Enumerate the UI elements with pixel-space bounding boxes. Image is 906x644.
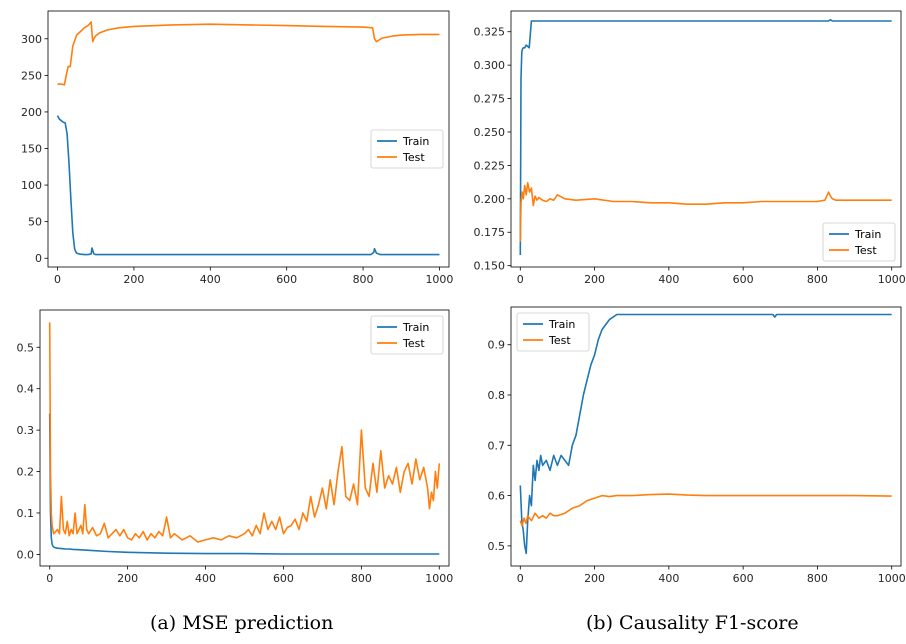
x-tick-label: 800: [351, 572, 372, 585]
series-line-train: [48, 413, 440, 555]
x-tick-label: 1000: [878, 572, 906, 585]
x-tick-label: 200: [123, 273, 144, 286]
x-tick-label: 400: [658, 572, 679, 585]
legend: Train Test: [370, 315, 444, 355]
legend-label-train: Train: [402, 321, 429, 334]
x-tick-label: 200: [584, 572, 605, 585]
caption-b: (b) Causality F1-score: [586, 612, 799, 634]
x-tick-label: 1000: [878, 273, 906, 286]
x-tick-label: 0: [46, 572, 53, 585]
chart-train-test-causality-score: 0 200 400 600 800 1000 0.150 0.175 0.200 0.225 0.2…: [474, 10, 906, 286]
legend: Train Test: [822, 222, 896, 262]
y-tick-label: 0.5: [17, 341, 35, 354]
legend-label-test: Test: [402, 151, 425, 164]
y-tick-label: 0.150: [474, 260, 506, 273]
plot-frame: [510, 10, 902, 268]
y-tick-label: 0.250: [474, 126, 506, 139]
x-tick-label: 600: [733, 572, 754, 585]
legend-label-train: Train: [402, 135, 429, 148]
y-tick-label: 0.4: [17, 383, 35, 396]
series-line-train: [519, 18, 892, 256]
y-tick-label: 150: [21, 143, 42, 156]
x-tick-label: 0: [54, 273, 61, 286]
x-tick-label: 800: [807, 572, 828, 585]
series-line-test: [519, 182, 892, 242]
x-tick-label: 400: [195, 572, 216, 585]
series-line-train: [519, 313, 892, 555]
series-line-test: [57, 21, 440, 86]
legend-box: [370, 315, 444, 355]
legend: Train Test: [370, 129, 444, 169]
y-tick-label: 0.6: [488, 490, 506, 503]
plot-frame: [47, 10, 450, 268]
plot-frame: [510, 306, 902, 567]
y-tick-label: 0.7: [488, 439, 506, 452]
x-tick-label: 400: [658, 273, 679, 286]
x-tick-label: 800: [807, 273, 828, 286]
x-tick-label: 600: [276, 273, 297, 286]
y-tick-label: 0.9: [488, 339, 506, 352]
y-tick-label: 0.325: [474, 26, 506, 39]
legend-box: [516, 312, 590, 352]
plot-frame: [39, 309, 450, 567]
x-tick-label: 0: [517, 273, 524, 286]
legend: Train Test: [516, 312, 590, 352]
y-tick-label: 0.200: [474, 193, 506, 206]
legend-box: [822, 222, 896, 262]
x-tick-label: 400: [200, 273, 221, 286]
y-tick-label: 0.8: [488, 389, 506, 402]
y-tick-label: 200: [21, 106, 42, 119]
y-tick-label: 0.5: [488, 540, 506, 553]
legend-label-test: Test: [402, 337, 425, 350]
y-tick-label: 0.3: [17, 424, 35, 437]
x-tick-label: 200: [584, 273, 605, 286]
legend-label-test: Test: [854, 244, 877, 257]
y-tick-label: 0.275: [474, 93, 506, 106]
x-tick-label: 800: [353, 273, 374, 286]
y-tick-label: 0.225: [474, 159, 506, 172]
y-tick-label: 300: [21, 33, 42, 46]
y-tick-label: 0.175: [474, 226, 506, 239]
y-tick-label: 0.1: [17, 507, 35, 520]
x-tick-label: 1000: [425, 572, 453, 585]
y-tick-label: 0.0: [17, 548, 35, 561]
chart-train-test-mse-loss: 0 200 400 600 800 1000 0 50 100 150 200 250 300 Train…: [21, 10, 453, 286]
x-tick-label: 0: [517, 572, 524, 585]
x-tick-label: 1000: [425, 273, 453, 286]
series-line-test: [48, 322, 441, 543]
x-tick-label: 200: [117, 572, 138, 585]
caption-a: (a) MSE prediction: [150, 612, 334, 634]
y-tick-label: 0.2: [17, 466, 35, 479]
legend-label-test: Test: [548, 334, 571, 347]
chart-train-test-mse-prediction: 0 200 400 600 800 1000 0.0 0.1 0.2 0.3 0.4 0.5 Train…: [17, 309, 453, 585]
legend-label-train: Train: [548, 318, 575, 331]
series-line-train: [56, 115, 440, 256]
x-tick-label: 600: [273, 572, 294, 585]
y-tick-label: 0.300: [474, 59, 506, 72]
y-tick-label: 100: [21, 179, 42, 192]
legend-box: [370, 129, 444, 169]
chart-train-test-f1-score: 0 200 400 600 800 1000 0.5 0.6 0.7 0.8 0.9 Train Tes…: [488, 306, 906, 585]
y-tick-label: 50: [28, 216, 42, 229]
x-tick-label: 600: [733, 273, 754, 286]
y-tick-label: 0: [35, 252, 42, 265]
y-tick-label: 250: [21, 69, 42, 82]
series-line-test: [519, 493, 892, 527]
legend-label-train: Train: [854, 228, 881, 241]
